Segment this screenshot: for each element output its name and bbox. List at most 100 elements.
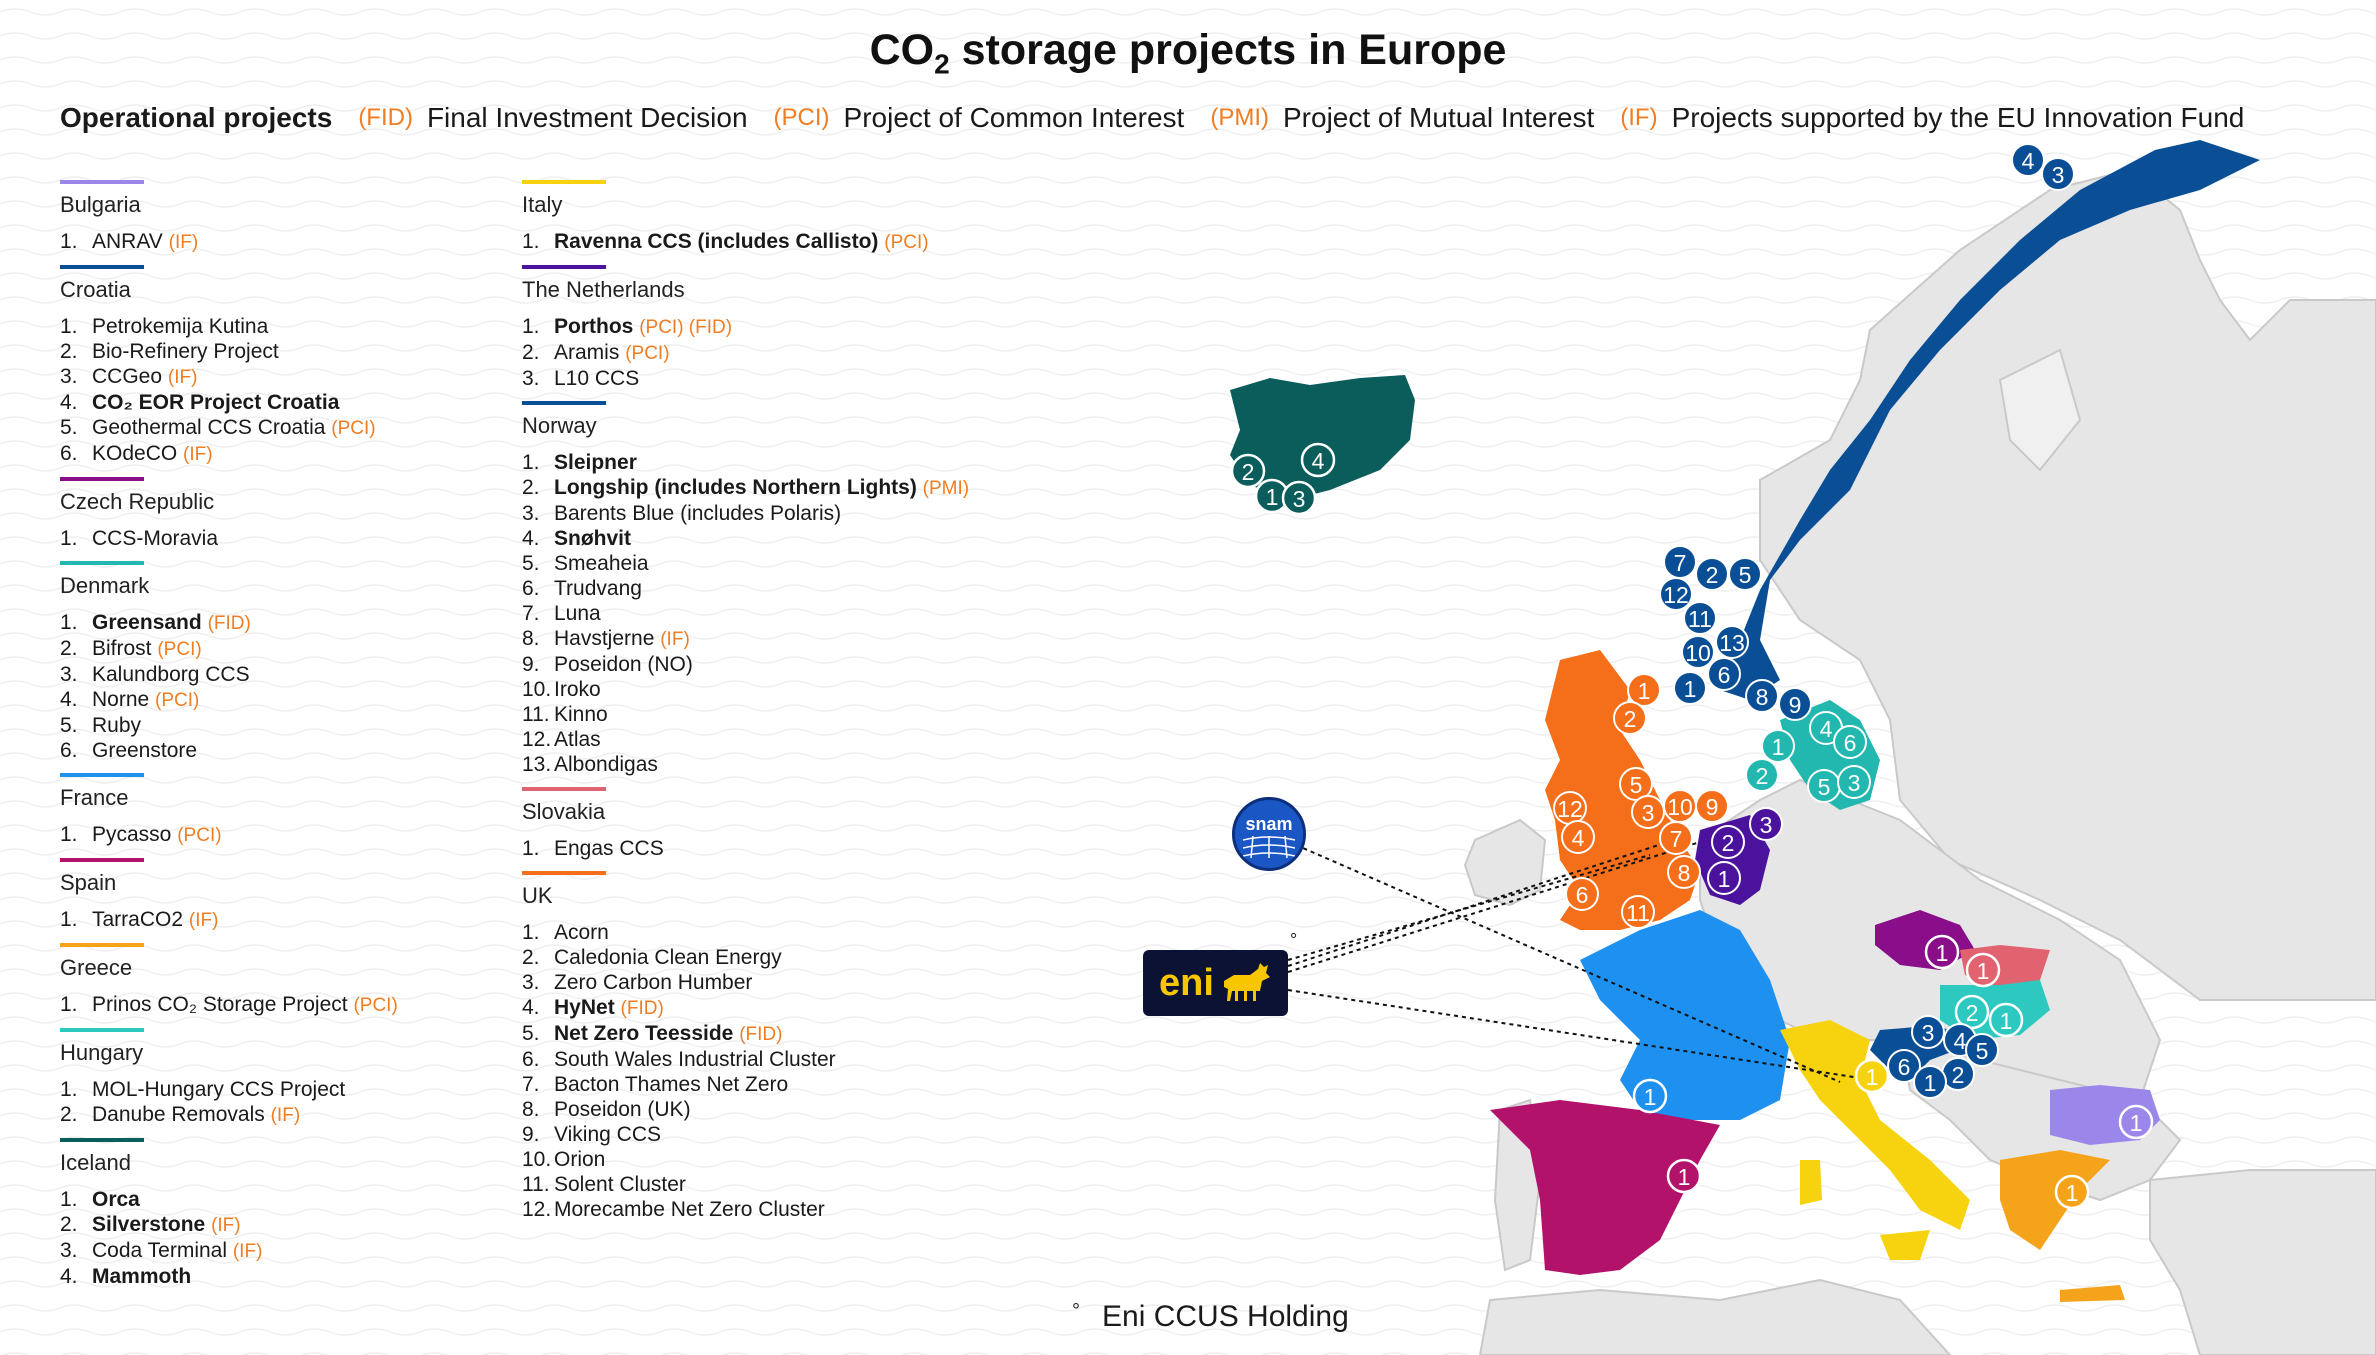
marker-circle (1837, 765, 1871, 799)
marker-circle (1673, 671, 1707, 705)
project-number: 1. (60, 1078, 78, 1101)
project-tags: (IF) (167, 367, 198, 388)
project-number: 8. (522, 1098, 540, 1121)
project-item: 1. Greensand (FID) (60, 610, 540, 636)
marker-number: 2 (1952, 1062, 1965, 1088)
marker-czech: 1 (1924, 934, 1960, 970)
marker-number: 4 (1820, 716, 1833, 742)
project-item: 4. Mammoth (60, 1264, 540, 1289)
marker-number: 1 (1866, 1064, 1879, 1090)
project-number: 2. (60, 340, 78, 363)
project-number: 1. (60, 823, 78, 846)
marker-circle (2041, 157, 2075, 191)
marker-circle (1924, 934, 1960, 970)
project-tags: (PCI) (177, 825, 222, 846)
project-item: 1. ANRAV (IF) (60, 229, 540, 255)
project-number: 1. (60, 1188, 78, 1211)
project-number: 2. (522, 476, 540, 499)
section-title: Czech Republic (60, 489, 215, 514)
marker-uk: 11 (1621, 895, 1655, 929)
project-number: 3. (60, 663, 78, 686)
snam-grid-icon (1243, 836, 1295, 858)
marker-circle (1666, 1158, 1702, 1194)
marker-croatia: 1 (1913, 1065, 1947, 1099)
project-name: CCGeo (92, 365, 163, 388)
marker-circle (1854, 1058, 1890, 1094)
marker-iceland: 2 (1230, 453, 1266, 489)
project-item: 1. Porthos (PCI) (FID) (522, 314, 1002, 340)
spain-shape (1490, 1100, 1720, 1275)
marker-circle (1707, 657, 1741, 691)
project-item: 4. CO₂ EOR Project Croatia (60, 390, 540, 415)
marker-number: 1 (1718, 866, 1731, 892)
project-item: 13. Albondigas (522, 752, 1002, 777)
project-name: Coda Terminal (92, 1239, 228, 1262)
section-norway: Norway 1. Sleipner 2. Longship (includes Nor… (522, 401, 1002, 777)
project-name: Porthos (554, 315, 634, 338)
marker-netherlands: 3 (1749, 807, 1783, 841)
project-name: Barents Blue (includes Polaris) (554, 502, 842, 525)
project-item: 7. Bacton Thames Net Zero (522, 1072, 1002, 1097)
section-italy: Italy 1. Ravenna CCS (includes Callisto) (… (522, 180, 1002, 255)
footnote-mark: ° (1072, 1300, 1080, 1322)
marker-norway: 1 (1673, 671, 1707, 705)
marker-number: 12 (1663, 582, 1689, 608)
project-name: CCS-Moravia (92, 527, 219, 550)
marker-norway: 5 (1728, 557, 1762, 591)
marker-norway: 3 (2041, 157, 2075, 191)
marker-number: 2 (1722, 830, 1735, 856)
marker-circle (1988, 1002, 2024, 1038)
section-title: UK (522, 883, 553, 908)
marker-circle (1632, 1078, 1668, 1114)
project-item: 4. Norne (PCI) (60, 687, 540, 713)
marker-number: 1 (1936, 940, 1949, 966)
project-number: 5. (60, 416, 78, 439)
project-name: Sleipner (554, 451, 637, 474)
project-tags: (PCI) (353, 995, 398, 1016)
project-item: 3. CCGeo (IF) (60, 364, 540, 390)
project-item: 1. MOL-Hungary CCS Project (60, 1077, 540, 1102)
marker-croatia: 5 (1965, 1033, 1999, 1067)
marker-number: 3 (1760, 812, 1773, 838)
project-number: 9. (522, 653, 540, 676)
marker-circle (1911, 1015, 1945, 1049)
project-number: 4. (60, 1265, 78, 1288)
project-number: 4. (60, 391, 78, 414)
project-number: 1. (522, 230, 540, 253)
project-item: 1. Prinos CO₂ Storage Project (PCI) (60, 992, 540, 1018)
legend-fid-desc: Final Investment Decision (426, 102, 748, 133)
section-title: Spain (60, 870, 117, 895)
section-france: France 1. Pycasso (PCI) (60, 773, 540, 848)
project-tags: (PCI) (FID) (639, 317, 733, 338)
section-color-bar (522, 180, 606, 184)
project-number: 1. (60, 527, 78, 550)
section-slovakia: Slovakia 1. Engas CCS (522, 787, 1002, 861)
project-name: Ravenna CCS (includes Callisto) (554, 230, 879, 253)
marker-number: 11 (1626, 900, 1650, 926)
connector-lines (1287, 837, 1861, 1083)
marker-circle (1745, 679, 1779, 713)
marker-uk: 9 (1695, 789, 1729, 823)
marker-circle (1965, 952, 2001, 988)
project-tags: (PCI) (155, 690, 200, 711)
project-number: 1. (60, 908, 78, 931)
marker-number: 4 (2022, 148, 2035, 174)
marker-norway: 13 (1715, 625, 1749, 659)
marker-circle (1715, 625, 1749, 659)
marker-uk: 1 (1627, 673, 1661, 707)
project-name: Geothermal CCS Croatia (92, 416, 326, 439)
section-title: Denmark (60, 573, 150, 598)
project-number: 4. (60, 688, 78, 711)
section-title: Greece (60, 955, 133, 980)
crete-shape (2060, 1285, 2125, 1302)
project-tags: (FID) (207, 613, 251, 634)
marker-hungary: 1 (1988, 1002, 2024, 1038)
project-name: Poseidon (NO) (554, 653, 693, 676)
marker-norway: 10 (1681, 635, 1715, 669)
marker-netherlands: 2 (1711, 825, 1745, 859)
marker-circle (1745, 758, 1779, 792)
section-color-bar (522, 787, 606, 791)
marker-number: 1 (1772, 734, 1785, 760)
legend-pci-desc: Project of Common Interest (843, 102, 1185, 133)
marker-norway: 7 (1663, 545, 1697, 579)
